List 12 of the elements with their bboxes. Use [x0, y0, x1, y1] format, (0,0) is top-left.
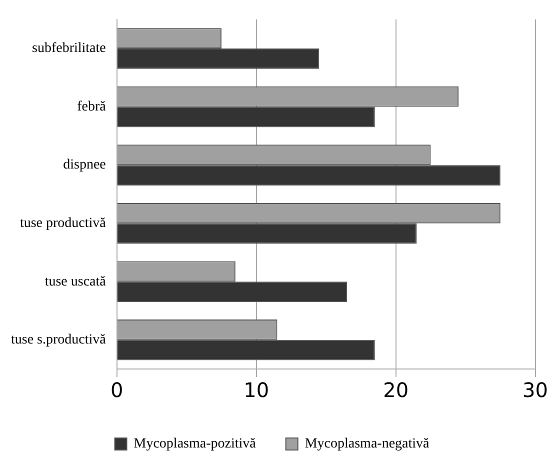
x-tick-label: 30 [522, 378, 548, 402]
y-tick-label: subfebrilitate [32, 41, 106, 56]
x-tick-label: 20 [383, 378, 409, 402]
x-tick-label: 10 [244, 378, 270, 402]
y-tick-label: dispnee [63, 158, 106, 173]
legend-label: Mycoplasma-pozitivă [134, 436, 257, 452]
x-tick-label: 0 [110, 378, 124, 402]
y-tick-label: febră [77, 99, 107, 114]
y-tick-label: tuse s.productivă [10, 332, 107, 348]
y-tick-label: tuse productivă [20, 216, 107, 232]
y-tick-label: tuse uscată [44, 274, 107, 290]
legend-label: Mycoplasma-negativă [304, 436, 430, 452]
